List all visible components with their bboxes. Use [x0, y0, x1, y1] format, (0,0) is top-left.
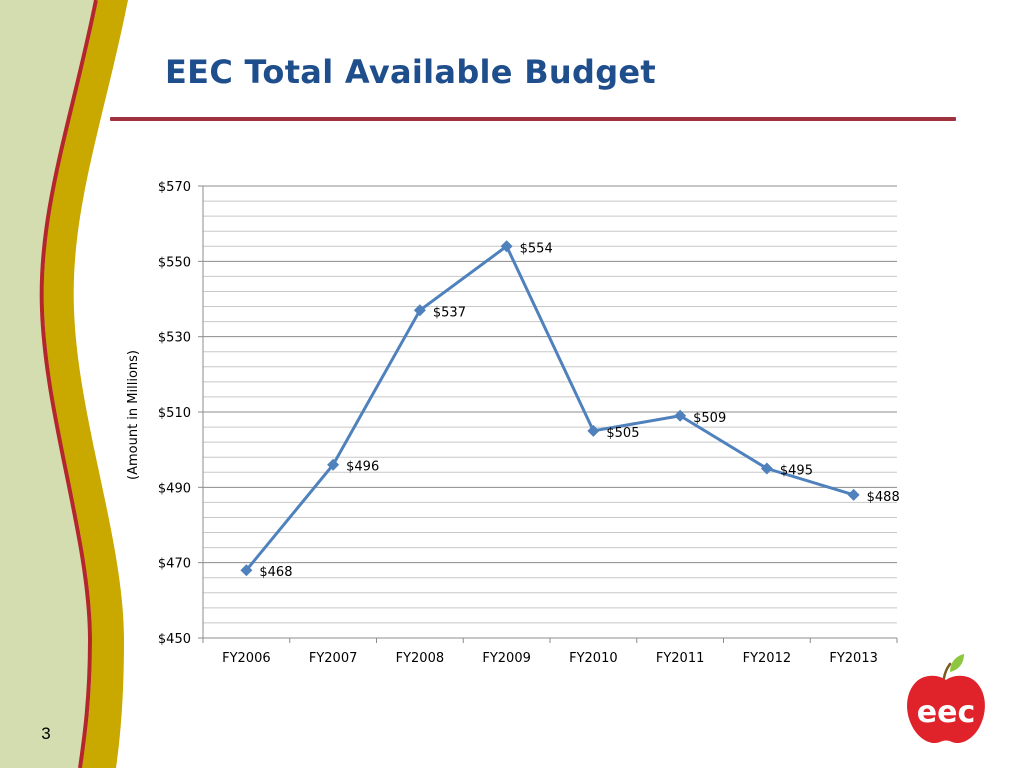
data-point-marker	[327, 458, 340, 471]
logo-leaf-icon	[950, 654, 964, 672]
data-point-marker	[760, 462, 773, 475]
x-tick-label: FY2006	[222, 651, 271, 666]
data-label: $509	[693, 411, 726, 426]
data-label: $496	[346, 460, 379, 475]
chart-gridlines	[203, 185, 897, 624]
x-tick-label: FY2008	[396, 651, 445, 666]
logo-text: eec	[917, 695, 975, 730]
slide-number: 3	[41, 724, 51, 743]
data-point-marker	[847, 488, 860, 501]
x-tick-label: FY2012	[743, 651, 792, 666]
data-label: $495	[780, 464, 813, 479]
data-label: $554	[520, 241, 553, 256]
y-tick-label: $530	[158, 331, 191, 346]
data-label: $537	[433, 305, 466, 320]
data-point-marker	[413, 304, 426, 317]
data-point-marker	[587, 424, 600, 437]
data-point-marker	[500, 240, 513, 253]
left-decorative-band	[0, 0, 129, 768]
y-tick-label: $450	[158, 632, 191, 647]
data-label: $505	[606, 426, 639, 441]
y-axis-title: (Amount in Millions)	[126, 350, 141, 480]
x-tick-label: FY2013	[829, 651, 878, 666]
x-tick-label: FY2010	[569, 651, 618, 666]
y-tick-label: $570	[158, 180, 191, 195]
chart-series: $468 $496 $537 $554 $505 $509 $495 $488	[240, 240, 900, 580]
title-divider	[110, 117, 956, 121]
eec-logo: eec	[907, 654, 985, 744]
logo-apple-icon	[907, 675, 985, 744]
data-point-marker	[674, 409, 687, 422]
x-tick-label: FY2009	[482, 651, 531, 666]
data-label: $468	[259, 565, 292, 580]
data-point-marker	[240, 564, 253, 577]
slide-title: EEC Total Available Budget	[165, 53, 657, 91]
x-tick-label: FY2007	[309, 651, 358, 666]
x-tick-label: FY2011	[656, 651, 705, 666]
left-gold-band	[43, 0, 129, 768]
data-label: $488	[867, 490, 900, 505]
left-red-stripe	[39, 0, 98, 768]
logo-stem-icon	[942, 662, 952, 680]
y-tick-label: $490	[158, 481, 191, 496]
y-tick-label: $550	[158, 255, 191, 270]
chart-axes: $450 $470 $490 $510 $530 $550 $570 FY2006 FY2007…	[158, 180, 898, 666]
y-tick-label: $510	[158, 406, 191, 421]
y-tick-label: $470	[158, 557, 191, 572]
series-line	[245, 244, 855, 572]
